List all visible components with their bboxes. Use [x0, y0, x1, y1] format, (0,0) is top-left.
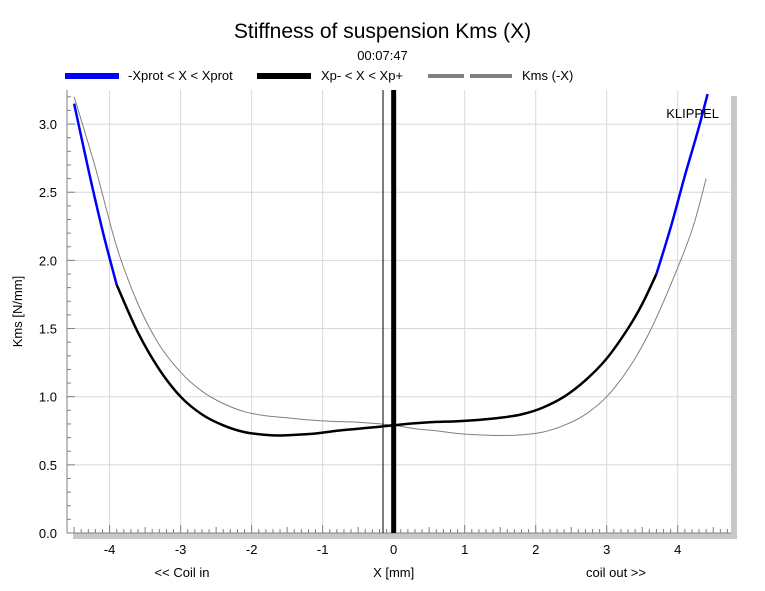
x-tick-label: -1	[317, 542, 329, 557]
x-axis-label: X [mm]	[373, 565, 414, 580]
axes	[66, 90, 731, 534]
y-tick-label: 0.5	[39, 458, 57, 473]
plot-area	[67, 90, 731, 533]
y-tick-label: 2.0	[39, 253, 57, 268]
x-tick-label: 0	[390, 542, 397, 557]
series-xprot-left	[72, 103, 118, 286]
chart-title: Stiffness of suspension Kms (X)	[233, 20, 532, 43]
x-axis-label-coil-out: coil out >>	[586, 565, 646, 580]
y-tick-label: 0.0	[39, 526, 57, 541]
legend-swatch-xprot	[65, 73, 119, 79]
legend-label-xp: Xp- < X < Xp+	[321, 68, 404, 83]
legend-label-kms-neg: Kms (-X)	[522, 68, 574, 83]
marker-layer	[382, 90, 397, 533]
plot-shadow	[73, 96, 737, 539]
y-tick-label: 1.5	[39, 322, 57, 337]
x-tick-label: 1	[461, 542, 468, 557]
grid-lines	[67, 90, 731, 534]
legend-swatch-kms-neg-dash-2	[470, 74, 512, 78]
x-tick-label: -2	[246, 542, 258, 557]
legend: -Xprot < X < Xprot Xp- < X < Xp+ Kms (-X…	[0, 68, 765, 86]
y-tick-label: 3.0	[39, 117, 57, 132]
plot-shadow-right	[731, 96, 737, 539]
x-tick-label: 4	[674, 542, 681, 557]
x-tick-label: -3	[175, 542, 187, 557]
series-xprot-right	[655, 93, 709, 275]
legend-swatch-xp	[257, 73, 311, 79]
x-tick-label: 3	[603, 542, 610, 557]
y-tick-label: 1.0	[39, 390, 57, 405]
x-tick-label: 2	[532, 542, 539, 557]
legend-label-xprot: -Xprot < X < Xprot	[128, 68, 233, 83]
series-xp	[115, 273, 658, 437]
x-axis-label-coil-in: << Coil in	[155, 565, 210, 580]
y-tick-label: 2.5	[39, 185, 57, 200]
legend-swatch-kms-neg-dash-1	[428, 74, 464, 78]
klippel-watermark: KLIPPEL	[666, 106, 719, 121]
tick-labels: -4 -3 -2 -1 0 1 2 3 4 0.0 0.5 1.0 1.5 2.0 2.5 3.0	[39, 117, 681, 557]
chart-subtitle-time: 00:07:47	[357, 48, 408, 63]
series-layer	[72, 93, 709, 437]
plot-shadow-bottom	[73, 533, 737, 539]
x-tick-label: -4	[104, 542, 116, 557]
y-axis-label: Kms [N/mm]	[10, 276, 25, 348]
